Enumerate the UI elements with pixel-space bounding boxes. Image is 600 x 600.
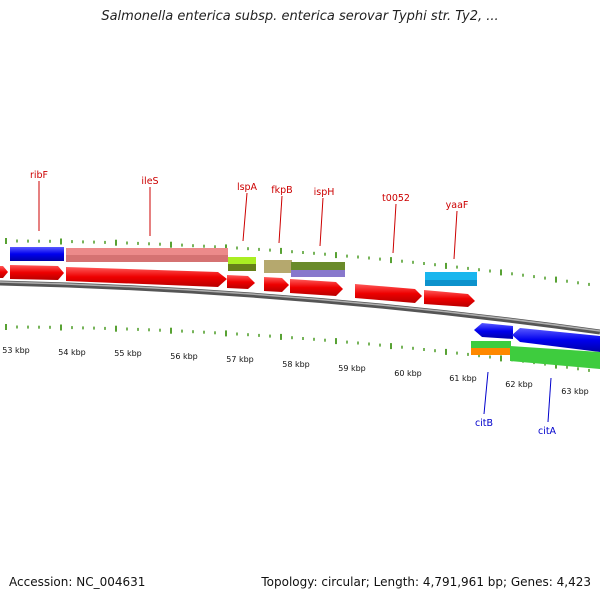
kbp-label-62: 62 kbp [505,380,533,389]
t0052-leader [392,203,397,254]
citB-gene-arrow[interactable] [474,323,513,339]
gene-label-lspA[interactable]: lspA [237,182,258,193]
kbp-label-59: 59 kbp [338,364,366,373]
t0052-gene-arrow[interactable] [355,284,422,303]
genome-backbone [0,280,600,335]
yaaF-gene-arrow[interactable] [424,290,475,307]
kbp-label-56: 56 kbp [170,352,198,361]
fkpB-cds-band[interactable] [264,260,292,273]
accession-text: Accession: NC_004631 [9,575,146,589]
gene-label-t0052[interactable]: t0052 [382,193,410,204]
gene-arrow-partial-left[interactable] [0,266,8,278]
kbp-label-63: 63 kbp [561,387,589,396]
kbp-label-55: 55 kbp [114,349,142,358]
lspA-gene-arrow[interactable] [227,275,255,289]
citB-orange-band[interactable] [471,348,511,355]
tick-row-upper [5,238,590,286]
fkpB-gene-arrow[interactable] [264,277,289,292]
citB-feature-band[interactable] [471,341,511,348]
kbp-label-61: 61 kbp [449,374,477,383]
gene-label-ileS[interactable]: ileS [141,176,158,187]
genome-summary-text: Topology: circular; Length: 4,791,961 bp… [261,575,591,589]
citA-feature-band[interactable] [510,346,600,369]
gene-label-citA[interactable]: citA [538,426,557,437]
lspA-leader [242,192,248,242]
kbp-label-57: 57 kbp [226,355,254,364]
gene-label-ribF[interactable]: ribF [30,170,48,181]
kbp-label-58: 58 kbp [282,360,310,369]
fkpB-leader [278,195,283,244]
genome-title: Salmonella enterica subsp. enterica sero… [101,9,499,24]
ileS-cds-band-shade [66,255,228,262]
gene-label-yaaF[interactable]: yaaF [446,200,469,211]
kbp-label-53: 53 kbp [2,346,30,355]
gene-labels-top: ribF ileS lspA fkpB ispH t0052 yaaF [30,170,469,260]
genome-backbone-highlight [0,281,600,332]
gene-labels-bottom: citB citA [475,371,557,437]
ispH-cds-band[interactable] [291,262,345,270]
lspA-rna-band[interactable] [228,264,256,271]
kbp-label-54: 54 kbp [58,348,86,357]
ispH-gene-arrow[interactable] [290,279,343,296]
gene-label-fkpB[interactable]: fkpB [271,185,292,196]
ribF-cds-band[interactable] [10,247,64,261]
ileS-gene-arrow[interactable] [66,267,227,287]
gene-label-citB[interactable]: citB [475,418,493,429]
ispH-leader [319,197,324,247]
yaaF-cds-band-shade [425,280,477,286]
yaaF-leader [453,210,458,260]
citB-leader [483,371,489,415]
kbp-axis-labels: 53 kbp 54 kbp 55 kbp 56 kbp 57 kbp 58 kb… [2,346,589,396]
gene-label-ispH[interactable]: ispH [314,187,335,198]
lspA-cds-band[interactable] [228,257,256,264]
kbp-label-60: 60 kbp [394,369,422,378]
ispH-domain-band[interactable] [291,270,345,277]
citA-leader [547,377,552,423]
citA-gene-arrow[interactable] [512,328,600,352]
ribF-gene-arrow[interactable] [10,265,64,280]
